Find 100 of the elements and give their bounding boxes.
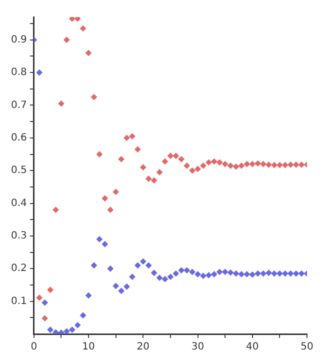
x-tick-label: 10	[82, 342, 95, 353]
point	[118, 288, 124, 294]
x-tick-label: 30	[191, 342, 204, 353]
point	[184, 162, 190, 169]
point	[178, 267, 184, 274]
point	[298, 162, 305, 168]
point	[249, 161, 256, 168]
point	[151, 177, 158, 184]
point	[74, 17, 81, 22]
point	[184, 267, 190, 274]
point	[189, 268, 196, 275]
point	[260, 161, 266, 168]
y-tick-label: 0.2	[10, 263, 27, 274]
point	[42, 315, 48, 322]
point	[222, 268, 228, 275]
point	[266, 270, 272, 276]
point	[249, 272, 256, 278]
y-tick-label: 0.8	[10, 67, 27, 78]
point	[206, 272, 212, 278]
point	[276, 162, 283, 168]
x-tick-label: 20	[136, 342, 150, 353]
x-tick-label: 50	[300, 342, 314, 353]
point	[211, 271, 218, 278]
point	[90, 94, 97, 100]
y-tick-label: 0.1	[10, 296, 27, 307]
point	[244, 271, 250, 278]
point	[146, 176, 152, 182]
point	[52, 206, 59, 213]
point	[42, 300, 48, 306]
y-tick-label: 0.5	[10, 165, 27, 176]
point	[232, 270, 239, 277]
point	[194, 166, 201, 172]
point	[90, 262, 97, 268]
point	[124, 284, 130, 290]
point	[47, 286, 54, 293]
point	[216, 268, 223, 275]
point	[244, 161, 250, 168]
point	[254, 270, 261, 277]
y-tick-label: 0.4	[10, 198, 27, 209]
point	[178, 156, 184, 162]
point	[276, 270, 283, 277]
point	[254, 160, 261, 166]
point	[69, 17, 76, 22]
point	[74, 322, 81, 328]
point	[102, 241, 108, 248]
point	[189, 168, 196, 174]
point	[206, 159, 212, 166]
point	[52, 329, 59, 334]
point	[140, 258, 146, 264]
point	[238, 162, 244, 169]
point	[112, 188, 119, 195]
point	[102, 195, 108, 202]
point	[162, 276, 168, 282]
point	[293, 270, 300, 277]
point	[36, 70, 42, 76]
point	[200, 272, 206, 279]
point	[282, 162, 288, 168]
point	[58, 100, 64, 107]
point	[298, 270, 305, 277]
point	[80, 312, 86, 318]
point	[134, 262, 141, 268]
point	[271, 270, 278, 277]
point	[118, 156, 124, 162]
point	[124, 134, 130, 141]
point	[172, 270, 179, 277]
point	[86, 50, 92, 56]
point	[112, 282, 119, 289]
point	[80, 25, 86, 32]
point	[167, 152, 174, 159]
point	[238, 271, 244, 278]
point	[86, 292, 92, 298]
point	[271, 162, 278, 168]
point	[162, 158, 168, 164]
point	[200, 162, 206, 169]
point	[96, 151, 102, 158]
point	[222, 161, 228, 168]
point	[69, 326, 76, 333]
point	[156, 274, 163, 281]
point	[216, 159, 223, 166]
point	[107, 206, 114, 213]
x-tick-label: 40	[246, 342, 259, 353]
x-tick-label: 0	[30, 342, 38, 353]
y-tick-label: 0.7	[10, 100, 27, 111]
point	[232, 164, 239, 170]
point	[288, 162, 294, 168]
point	[96, 236, 102, 242]
point	[228, 162, 234, 169]
point	[266, 162, 272, 168]
point	[172, 152, 179, 159]
point	[282, 270, 288, 277]
point	[64, 328, 70, 334]
point	[288, 270, 294, 277]
y-tick-label: 0.9	[10, 34, 27, 46]
point	[260, 270, 266, 277]
point	[140, 164, 146, 170]
point	[36, 294, 42, 301]
point	[293, 162, 300, 168]
y-tick-label: 0.6	[10, 132, 27, 144]
point	[47, 326, 54, 333]
point	[146, 262, 152, 268]
